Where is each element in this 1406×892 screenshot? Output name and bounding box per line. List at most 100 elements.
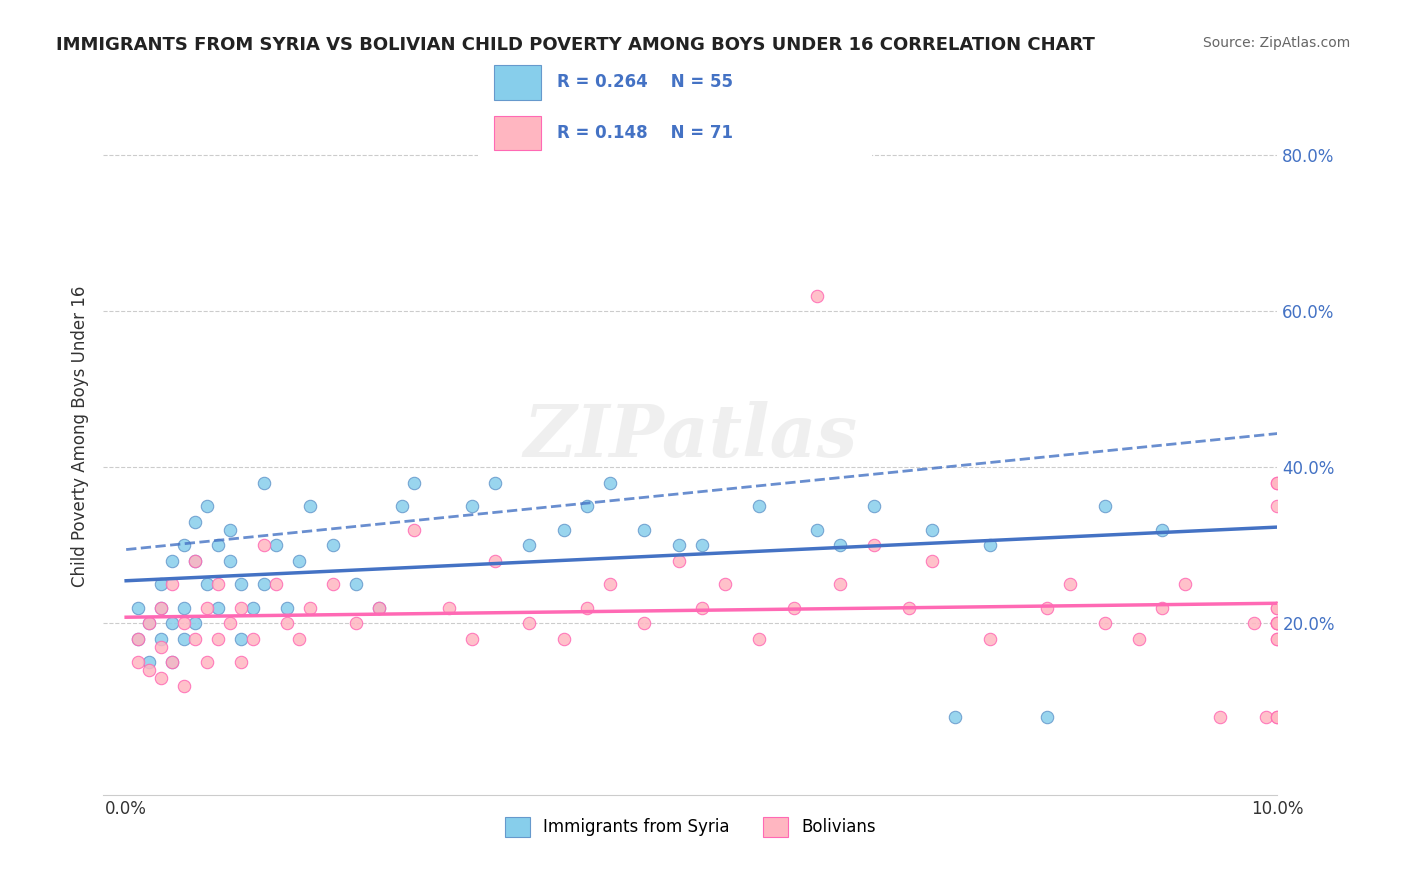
- Point: [138, 663, 160, 677]
- Point: [195, 500, 218, 514]
- Point: [127, 632, 149, 646]
- Point: [553, 523, 575, 537]
- Point: [979, 632, 1001, 646]
- Point: [1094, 500, 1116, 514]
- Text: R = 0.264    N = 55: R = 0.264 N = 55: [557, 73, 733, 91]
- Point: [207, 632, 229, 646]
- Point: [690, 538, 713, 552]
- Point: [921, 554, 943, 568]
- Point: [149, 632, 172, 646]
- Point: [322, 538, 344, 552]
- Point: [553, 632, 575, 646]
- Point: [863, 538, 886, 552]
- Point: [322, 577, 344, 591]
- Point: [1267, 616, 1289, 631]
- Text: Source: ZipAtlas.com: Source: ZipAtlas.com: [1202, 36, 1350, 50]
- Point: [138, 655, 160, 669]
- Point: [806, 523, 828, 537]
- Point: [437, 600, 460, 615]
- Point: [1209, 710, 1232, 724]
- Point: [484, 554, 506, 568]
- Point: [517, 538, 540, 552]
- Point: [668, 538, 690, 552]
- Point: [184, 515, 207, 529]
- Point: [1267, 632, 1289, 646]
- Point: [184, 554, 207, 568]
- Point: [231, 600, 253, 615]
- Point: [149, 640, 172, 654]
- Point: [402, 523, 425, 537]
- Point: [368, 600, 391, 615]
- Point: [299, 600, 322, 615]
- Point: [1254, 710, 1277, 724]
- Text: R = 0.148    N = 71: R = 0.148 N = 71: [557, 124, 733, 142]
- Point: [633, 523, 655, 537]
- Point: [1152, 600, 1174, 615]
- Point: [1267, 632, 1289, 646]
- Point: [1267, 600, 1289, 615]
- Point: [207, 538, 229, 552]
- Point: [160, 655, 183, 669]
- Point: [264, 538, 287, 552]
- Point: [1267, 616, 1289, 631]
- Point: [160, 616, 183, 631]
- Point: [160, 655, 183, 669]
- Point: [748, 632, 770, 646]
- Point: [484, 475, 506, 490]
- Point: [599, 475, 621, 490]
- Point: [806, 289, 828, 303]
- Point: [668, 554, 690, 568]
- Point: [195, 600, 218, 615]
- Point: [288, 632, 311, 646]
- Point: [863, 500, 886, 514]
- Point: [1267, 616, 1289, 631]
- Point: [253, 538, 276, 552]
- Point: [1267, 710, 1289, 724]
- Point: [391, 500, 413, 514]
- Point: [288, 554, 311, 568]
- Point: [1267, 475, 1289, 490]
- Point: [1267, 500, 1289, 514]
- Point: [173, 679, 195, 693]
- Point: [264, 577, 287, 591]
- Point: [748, 500, 770, 514]
- Point: [690, 600, 713, 615]
- Point: [231, 655, 253, 669]
- Bar: [494, 116, 541, 150]
- Point: [1036, 600, 1059, 615]
- Point: [184, 632, 207, 646]
- Point: [138, 616, 160, 631]
- Point: [1267, 600, 1289, 615]
- Point: [1243, 616, 1265, 631]
- Point: [127, 655, 149, 669]
- Point: [1267, 616, 1289, 631]
- Point: [828, 538, 851, 552]
- Point: [173, 538, 195, 552]
- Point: [517, 616, 540, 631]
- Point: [979, 538, 1001, 552]
- Point: [173, 600, 195, 615]
- Point: [783, 600, 806, 615]
- Point: [1152, 523, 1174, 537]
- Point: [460, 632, 482, 646]
- Bar: [494, 65, 541, 100]
- Point: [828, 577, 851, 591]
- Point: [344, 577, 367, 591]
- Point: [299, 500, 322, 514]
- Point: [184, 616, 207, 631]
- Point: [575, 500, 598, 514]
- Text: ZIPatlas: ZIPatlas: [523, 401, 858, 472]
- Point: [276, 600, 298, 615]
- Point: [344, 616, 367, 631]
- Point: [173, 616, 195, 631]
- Point: [207, 577, 229, 591]
- Point: [138, 616, 160, 631]
- Y-axis label: Child Poverty Among Boys Under 16: Child Poverty Among Boys Under 16: [72, 285, 89, 587]
- Point: [160, 577, 183, 591]
- Point: [218, 616, 240, 631]
- Point: [218, 523, 240, 537]
- Point: [149, 600, 172, 615]
- Point: [195, 655, 218, 669]
- Point: [253, 475, 276, 490]
- Point: [921, 523, 943, 537]
